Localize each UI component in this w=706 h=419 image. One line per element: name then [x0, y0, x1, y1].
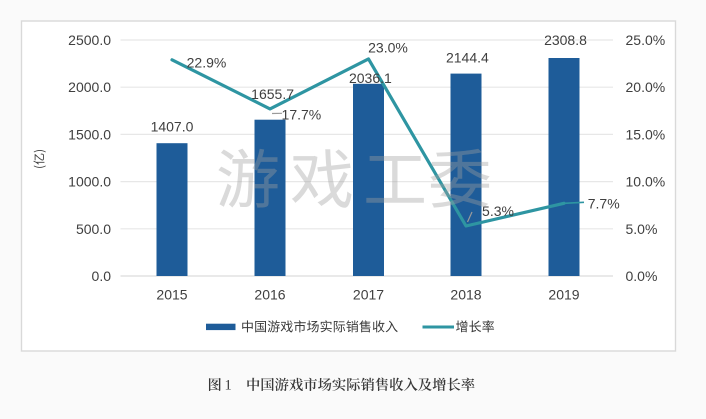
svg-text:1655.7: 1655.7 — [251, 86, 294, 102]
svg-text:17.7%: 17.7% — [282, 107, 322, 123]
svg-text:500.0: 500.0 — [76, 221, 111, 237]
svg-text:2308.8: 2308.8 — [544, 32, 587, 48]
svg-text:1000.0: 1000.0 — [68, 174, 111, 190]
svg-text:7.7%: 7.7% — [588, 196, 620, 212]
svg-text:15.0%: 15.0% — [626, 126, 666, 142]
svg-text:2019: 2019 — [548, 287, 579, 303]
svg-text:0.0%: 0.0% — [626, 268, 658, 284]
svg-text:2017: 2017 — [353, 287, 384, 303]
svg-text:5.3%: 5.3% — [482, 203, 514, 219]
svg-text:2000.0: 2000.0 — [68, 79, 111, 95]
svg-text:22.9%: 22.9% — [187, 54, 227, 70]
svg-text:1: 1 — [225, 377, 232, 393]
svg-text:1407.0: 1407.0 — [151, 119, 194, 135]
svg-text:10.0%: 10.0% — [626, 174, 666, 190]
svg-text:23.0%: 23.0% — [368, 40, 408, 56]
svg-text:1500.0: 1500.0 — [68, 126, 111, 142]
svg-text:2500.0: 2500.0 — [68, 32, 111, 48]
svg-text:25.0%: 25.0% — [626, 32, 666, 48]
svg-text:2018: 2018 — [450, 287, 481, 303]
svg-text:5.0%: 5.0% — [626, 221, 658, 237]
svg-text:2036.1: 2036.1 — [349, 70, 392, 86]
svg-text:2016: 2016 — [254, 287, 285, 303]
svg-text:2144.4: 2144.4 — [446, 50, 489, 66]
svg-text:2015: 2015 — [156, 287, 187, 303]
svg-text:0.0: 0.0 — [92, 268, 112, 284]
svg-text:20.0%: 20.0% — [626, 79, 666, 95]
